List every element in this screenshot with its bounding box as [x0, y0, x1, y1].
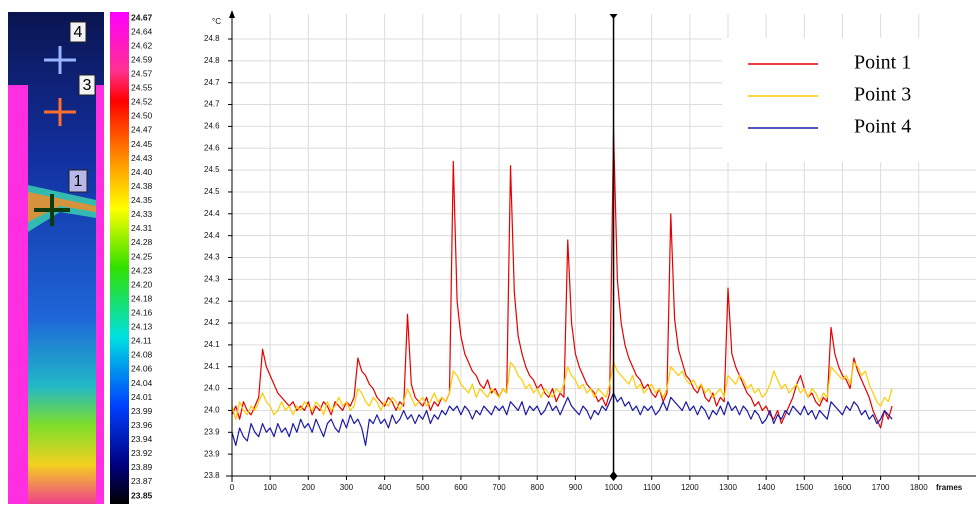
colorbar-label: 24.50 [131, 111, 153, 121]
x-tick-label: 600 [454, 483, 468, 492]
y-tick-label: 23.9 [204, 427, 220, 436]
colorbar-label: 24.35 [131, 195, 153, 205]
thermal-image: 4 3 1 [8, 12, 104, 504]
colorbar-label: 24.28 [131, 237, 153, 247]
colorbar-label: 24.13 [131, 322, 153, 332]
colorbar-label: 24.40 [131, 167, 153, 177]
x-tick-label: 1200 [681, 483, 699, 492]
legend-label: Point 1 [854, 52, 911, 74]
x-tick-label: 700 [492, 483, 506, 492]
colorbar-label: 23.96 [131, 420, 153, 430]
y-tick-label: 24.7 [204, 100, 220, 109]
colorbar-label: 24.57 [131, 68, 153, 78]
y-tick-label: 24.4 [204, 209, 220, 218]
colorbar-label: 24.43 [131, 153, 153, 163]
x-tick-label: 1600 [834, 483, 852, 492]
x-tick-label: 900 [569, 483, 583, 492]
y-tick-label: 24.3 [204, 253, 220, 262]
colorbar-label: 23.87 [131, 476, 153, 486]
y-tick-label: 24.1 [204, 362, 220, 371]
colorbar-label: 24.55 [131, 83, 153, 93]
colorbar [110, 12, 129, 504]
x-tick-label: 800 [531, 483, 545, 492]
colorbar-label: 24.23 [131, 265, 153, 275]
colorbar-label: 24.64 [131, 26, 153, 36]
y-tick-label: 24.6 [204, 122, 220, 131]
colorbar-label: 24.11 [131, 336, 152, 346]
x-tick-label: 0 [230, 483, 235, 492]
x-tick-label: 100 [263, 483, 277, 492]
marker-label: 1 [74, 173, 83, 190]
x-tick-label: 1500 [795, 483, 813, 492]
colorbar-label: 23.94 [131, 434, 153, 444]
x-tick-label: 1400 [757, 483, 775, 492]
x-axis-label: frames [936, 483, 963, 492]
colorbar-label: 24.16 [131, 307, 153, 317]
y-tick-label: 24.2 [204, 296, 220, 305]
colorbar-label: 23.89 [131, 462, 153, 472]
x-tick-label: 500 [416, 483, 430, 492]
colorbar-label: 24.52 [131, 97, 153, 107]
colorbar-label: 24.08 [131, 350, 153, 360]
y-tick-label: 24.5 [204, 165, 220, 174]
x-tick-label: 1700 [872, 483, 890, 492]
colorbar-label: 23.99 [131, 406, 153, 416]
marker-label: 3 [83, 77, 92, 94]
colorbar-label: 24.45 [131, 139, 153, 149]
y-tick-label: 24.8 [204, 34, 220, 43]
y-unit: °C [212, 17, 221, 26]
y-tick-label: 24.1 [204, 340, 220, 349]
x-tick-label: 400 [378, 483, 392, 492]
x-tick-label: 1100 [643, 483, 661, 492]
y-tick-label: 24.8 [204, 56, 220, 65]
colorbar-label: 24.20 [131, 279, 153, 289]
colorbar-label: 24.31 [131, 223, 153, 233]
y-tick-label: 24.6 [204, 143, 220, 152]
chart: 23.8 23.9 23.9 24.0 24.0 24.1 24.1 24.2 24.2 24.3… [204, 10, 976, 492]
colorbar-label: 24.38 [131, 181, 153, 191]
legend: Point 1 Point 3 Point 4 [722, 38, 976, 162]
colorbar-label: 24.04 [131, 378, 153, 388]
y-tick-label: 24.5 [204, 187, 220, 196]
y-tick-label: 24.0 [204, 406, 220, 415]
colorbar-label: 23.85 [131, 490, 153, 500]
thermal-edge [8, 85, 28, 504]
y-tick-label: 24.4 [204, 231, 220, 240]
colorbar-label: 24.33 [131, 209, 153, 219]
legend-box [722, 38, 976, 162]
y-tick-label: 24.3 [204, 274, 220, 283]
colorbar-label: 24.62 [131, 40, 153, 50]
x-tick-label: 1000 [605, 483, 623, 492]
colorbar-label: 24.01 [131, 392, 153, 402]
y-tick-label: 24.7 [204, 78, 220, 87]
y-tick-label: 23.9 [204, 449, 220, 458]
colorbar-label: 24.59 [131, 54, 153, 64]
x-tick-label: 300 [340, 483, 354, 492]
screen: 4 3 1 24.6724.6424.6224.5924.5724.5524.5… [0, 0, 976, 504]
colorbar-label: 24.47 [131, 125, 153, 135]
colorbar-label: 23.92 [131, 448, 153, 458]
colorbar-label: 24.67 [131, 12, 153, 22]
y-tick-label: 24.0 [204, 384, 220, 393]
colorbar-label: 24.25 [131, 251, 153, 261]
colorbar-label: 24.06 [131, 364, 153, 374]
y-tick-label: 24.2 [204, 318, 220, 327]
colorbar-labels: 24.67 24.64 24.62 24.59 24.57 24.55 24.52 24.50… [131, 12, 153, 500]
colorbar-label: 24.18 [131, 293, 153, 303]
page: {"chart_data": {"type": "line", "y_unit"… [0, 0, 976, 504]
y-tick-label: 23.8 [204, 471, 220, 480]
x-tick-label: 1800 [910, 483, 928, 492]
x-tick-label: 200 [302, 483, 316, 492]
legend-label: Point 4 [854, 116, 911, 138]
x-tick-label: 1300 [719, 483, 737, 492]
marker-label: 4 [74, 24, 83, 41]
legend-label: Point 3 [854, 84, 911, 106]
thermal-edge [96, 85, 104, 504]
